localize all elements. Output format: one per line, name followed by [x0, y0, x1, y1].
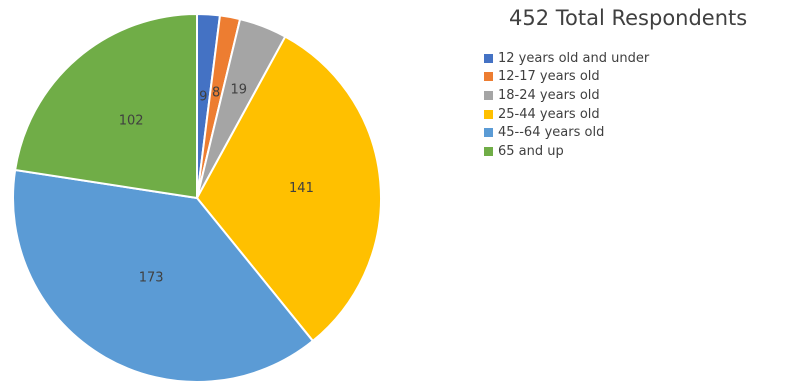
legend-label: 12-17 years old	[498, 69, 600, 85]
legend-item: 18-24 years old	[484, 86, 649, 105]
legend-swatch	[484, 72, 493, 82]
legend-swatch	[484, 90, 493, 100]
legend-label: 45--64 years old	[498, 125, 605, 141]
legend-item: 65 and up	[484, 142, 649, 161]
slice-label: 8	[212, 86, 220, 101]
pie-slice	[14, 12, 198, 200]
legend-swatch	[484, 109, 493, 119]
legend-label: 18-24 years old	[498, 87, 600, 103]
legend-label: 65 and up	[498, 143, 564, 159]
legend-item: 12-17 years old	[484, 68, 649, 87]
slice-label: 9	[199, 89, 207, 104]
legend-item: 25-44 years old	[484, 105, 649, 124]
chart-title: 452 Total Respondents	[509, 6, 748, 30]
legend-swatch	[484, 146, 493, 156]
pie-slice	[195, 35, 382, 343]
slice-label: 19	[230, 82, 247, 97]
legend-label: 12 years old and under	[498, 50, 650, 66]
pie-slice	[12, 168, 315, 383]
slice-label: 102	[119, 114, 144, 129]
legend-item: 45--64 years old	[484, 123, 649, 142]
slice-label: 141	[289, 181, 314, 196]
legend-label: 25-44 years old	[498, 106, 600, 122]
legend: 12 years old and under 12-17 years old 1…	[484, 49, 649, 161]
slice-label: 173	[139, 270, 164, 285]
legend-item: 12 years old and under	[484, 49, 649, 68]
legend-swatch	[484, 53, 493, 63]
legend-swatch	[484, 128, 493, 138]
pie-chart: 9 8 19 141 173 102	[12, 12, 382, 383]
